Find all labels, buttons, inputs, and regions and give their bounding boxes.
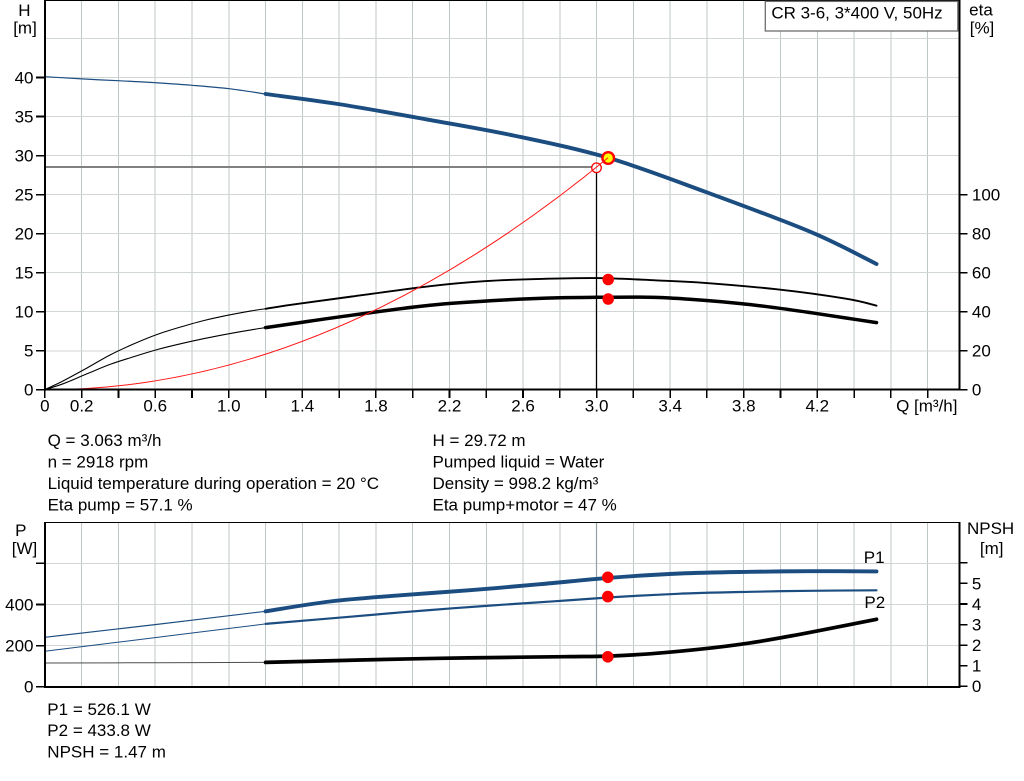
svg-text:Liquid temperature during oper: Liquid temperature during operation = 20… bbox=[48, 474, 379, 493]
svg-text:P2 = 433.8 W: P2 = 433.8 W bbox=[47, 721, 150, 740]
svg-text:0: 0 bbox=[24, 678, 33, 697]
svg-text:40: 40 bbox=[15, 68, 34, 87]
svg-text:1.0: 1.0 bbox=[217, 397, 241, 416]
svg-text:20: 20 bbox=[972, 342, 991, 361]
svg-text:3.0: 3.0 bbox=[585, 397, 609, 416]
svg-text:25: 25 bbox=[15, 186, 34, 205]
svg-text:Pumped liquid = Water: Pumped liquid = Water bbox=[433, 453, 605, 472]
svg-text:30: 30 bbox=[15, 146, 34, 165]
svg-text:H: H bbox=[18, 1, 30, 20]
svg-text:P2: P2 bbox=[864, 593, 885, 612]
svg-text:NPSH: NPSH bbox=[967, 519, 1014, 538]
svg-text:[W]: [W] bbox=[12, 539, 38, 558]
svg-text:H = 29.72 m: H = 29.72 m bbox=[433, 431, 526, 450]
svg-text:1: 1 bbox=[972, 657, 981, 676]
svg-text:P1: P1 bbox=[864, 548, 885, 567]
svg-text:60: 60 bbox=[972, 264, 991, 283]
svg-text:[m]: [m] bbox=[13, 19, 37, 38]
svg-text:NPSH = 1.47 m: NPSH = 1.47 m bbox=[47, 743, 166, 762]
svg-text:P1 = 526.1 W: P1 = 526.1 W bbox=[47, 700, 150, 719]
svg-text:0: 0 bbox=[972, 677, 981, 696]
svg-text:0: 0 bbox=[972, 381, 981, 400]
svg-text:eta: eta bbox=[969, 1, 993, 20]
svg-text:2.6: 2.6 bbox=[511, 397, 535, 416]
svg-text:0.6: 0.6 bbox=[143, 397, 167, 416]
svg-text:n = 2918 rpm: n = 2918 rpm bbox=[48, 453, 149, 472]
svg-text:2: 2 bbox=[972, 636, 981, 655]
svg-text:0: 0 bbox=[24, 381, 33, 400]
svg-text:3.8: 3.8 bbox=[732, 397, 756, 416]
svg-text:80: 80 bbox=[972, 225, 991, 244]
svg-text:3: 3 bbox=[972, 615, 981, 634]
svg-text:Eta pump = 57.1 %: Eta pump = 57.1 % bbox=[48, 495, 193, 514]
svg-text:Density = 998.2 kg/m³: Density = 998.2 kg/m³ bbox=[433, 474, 599, 493]
svg-text:3.4: 3.4 bbox=[658, 397, 682, 416]
svg-text:Eta pump+motor = 47 %: Eta pump+motor = 47 % bbox=[433, 495, 617, 514]
svg-text:1.4: 1.4 bbox=[291, 397, 315, 416]
svg-text:0: 0 bbox=[40, 397, 49, 416]
svg-text:400: 400 bbox=[5, 595, 33, 614]
svg-text:[%]: [%] bbox=[970, 19, 995, 38]
svg-text:0.2: 0.2 bbox=[70, 397, 94, 416]
svg-text:40: 40 bbox=[972, 303, 991, 322]
svg-text:[m]: [m] bbox=[980, 539, 1004, 558]
svg-text:5: 5 bbox=[24, 342, 33, 361]
svg-text:4: 4 bbox=[972, 595, 981, 614]
svg-text:15: 15 bbox=[15, 264, 34, 283]
svg-text:100: 100 bbox=[972, 186, 1000, 205]
svg-text:Q = 3.063 m³/h: Q = 3.063 m³/h bbox=[48, 431, 162, 450]
svg-text:P: P bbox=[15, 521, 26, 540]
svg-text:2.2: 2.2 bbox=[438, 397, 462, 416]
svg-text:1.8: 1.8 bbox=[364, 397, 388, 416]
svg-text:35: 35 bbox=[15, 107, 34, 126]
svg-text:200: 200 bbox=[5, 637, 33, 656]
svg-text:20: 20 bbox=[15, 225, 34, 244]
svg-text:10: 10 bbox=[15, 303, 34, 322]
svg-text:Q [m³/h]: Q [m³/h] bbox=[896, 397, 957, 416]
svg-text:5: 5 bbox=[972, 574, 981, 593]
svg-text:4.2: 4.2 bbox=[805, 397, 829, 416]
svg-text:CR 3-6, 3*400 V, 50Hz: CR 3-6, 3*400 V, 50Hz bbox=[771, 4, 942, 23]
